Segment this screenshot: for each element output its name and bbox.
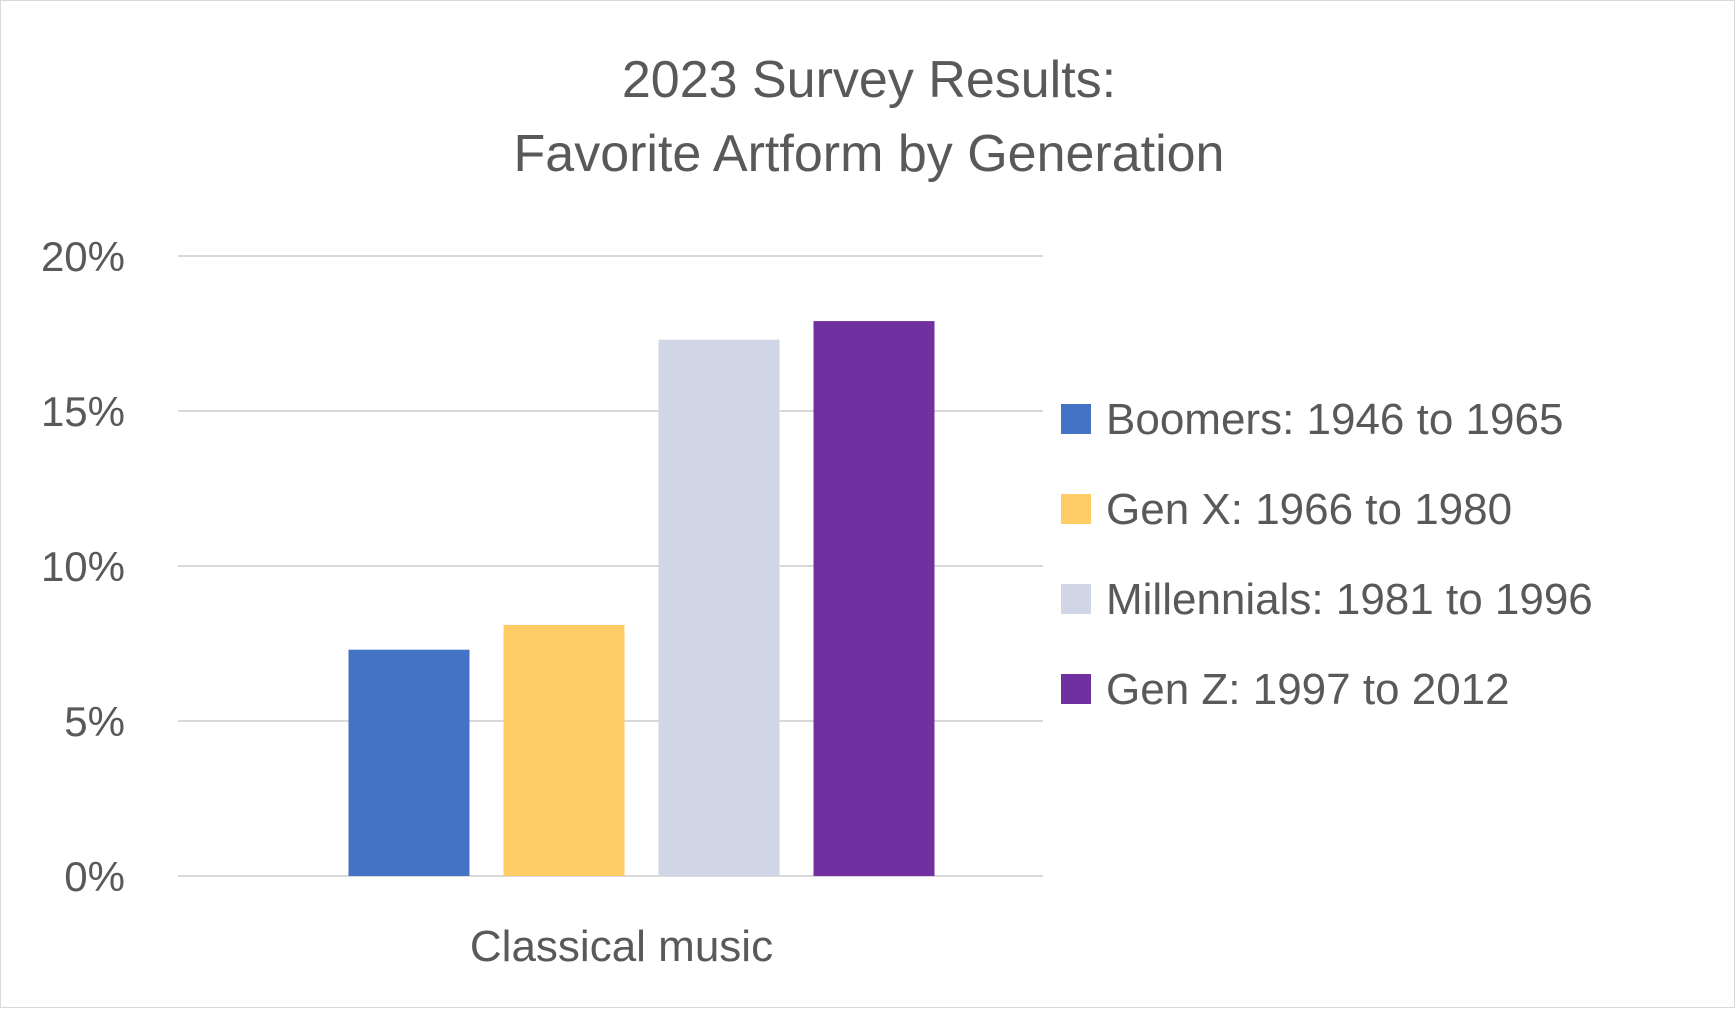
bar-boomers bbox=[348, 649, 470, 876]
bars bbox=[348, 321, 935, 877]
legend-swatch bbox=[1061, 674, 1091, 704]
bar-gen-z bbox=[813, 321, 935, 877]
legend-label: Gen Z: 1997 to 2012 bbox=[1106, 665, 1510, 714]
legend-swatch bbox=[1061, 494, 1091, 524]
legend: Boomers: 1946 to 1965 Gen X: 1966 to 1980… bbox=[1061, 395, 1593, 714]
chart-title: 2023 Survey Results: bbox=[622, 51, 1116, 109]
legend-swatch bbox=[1061, 404, 1091, 434]
legend-label: Millennials: 1981 to 1996 bbox=[1106, 575, 1593, 624]
y-axis-tick-labels: 0% 5% 10% 15% 20% bbox=[41, 233, 125, 900]
bar-gen-x bbox=[503, 624, 625, 876]
legend-label: Boomers: 1946 to 1965 bbox=[1106, 395, 1563, 444]
legend-swatch bbox=[1061, 584, 1091, 614]
y-tick-label: 5% bbox=[64, 698, 125, 745]
bar-millennials bbox=[658, 339, 780, 876]
chart-subtitle: Favorite Artform by Generation bbox=[514, 125, 1225, 183]
y-tick-label: 0% bbox=[64, 853, 125, 900]
x-axis-category-labels: Classical music bbox=[470, 922, 773, 971]
y-tick-label: 10% bbox=[41, 543, 125, 590]
legend-label: Gen X: 1966 to 1980 bbox=[1106, 485, 1512, 534]
x-category-label: Classical music bbox=[470, 922, 773, 971]
y-tick-label: 20% bbox=[41, 233, 125, 280]
y-tick-label: 15% bbox=[41, 388, 125, 435]
